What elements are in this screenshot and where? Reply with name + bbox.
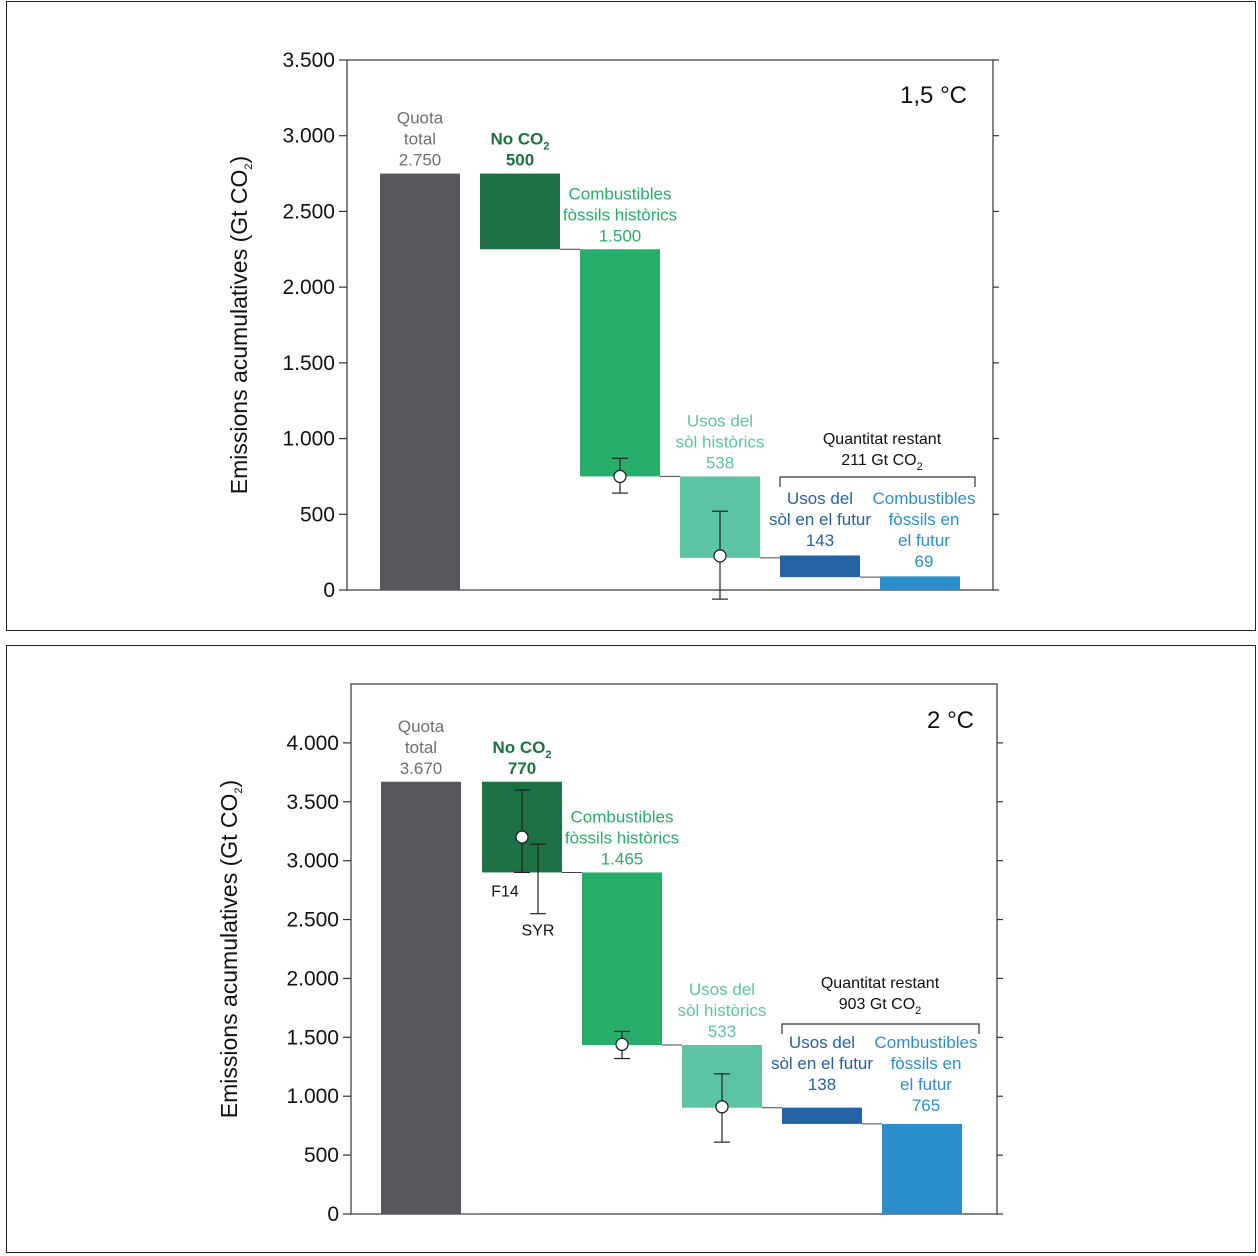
waterfall-bar bbox=[582, 872, 662, 1045]
y-tick-label: 2.000 bbox=[282, 276, 335, 299]
error-center-point bbox=[713, 549, 727, 563]
bar-label-line: 1.465 bbox=[601, 849, 644, 868]
waterfall-bar bbox=[381, 781, 461, 1214]
waterfall-bar bbox=[882, 1123, 962, 1214]
bar-label-line: 500 bbox=[506, 151, 534, 170]
bar-label-line: No CO2 bbox=[490, 130, 549, 153]
y-tick-label: 4.000 bbox=[286, 732, 339, 755]
bar-label-line: 533 bbox=[708, 1022, 736, 1041]
y-tick-label: 3.500 bbox=[286, 791, 339, 814]
bar-label-line: Usos del bbox=[689, 980, 755, 999]
waterfall-bar bbox=[580, 249, 660, 477]
bar-label-line: Combustibles bbox=[571, 807, 674, 826]
scenario-label: 1,5 °C bbox=[900, 82, 967, 109]
error-center-point bbox=[515, 830, 529, 844]
plot-frame bbox=[346, 59, 994, 591]
waterfall-bar bbox=[880, 576, 960, 590]
error-center-point bbox=[615, 1037, 629, 1052]
bar-label-line: 770 bbox=[508, 759, 536, 778]
bar-label-line: sòl en el futur bbox=[769, 510, 871, 529]
y-tick-label: 0 bbox=[327, 1203, 339, 1226]
waterfall-bar bbox=[780, 555, 860, 578]
chart-panel-2-degrees: 0 500 1.000 1.500 2.000 2.500 3.000 3.500 4.000 E… bbox=[6, 645, 1256, 1253]
bar-label-line: fòssils històrics bbox=[563, 205, 677, 224]
bar-label-line: total bbox=[404, 130, 436, 149]
y-tick-label: 1.000 bbox=[286, 1085, 339, 1108]
bar-label-line: sòl en el futur bbox=[771, 1054, 873, 1073]
bar-label-line: Usos del bbox=[687, 411, 753, 430]
waterfall-chart-2-degrees: 0 500 1.000 1.500 2.000 2.500 3.000 3.500 4.000 E… bbox=[216, 683, 1003, 1226]
bar-label-line: Combustibles bbox=[873, 489, 976, 508]
y-tick-label: 3.000 bbox=[282, 125, 335, 148]
y-axis-label: Emissions acumulatives (Gt CO2) bbox=[226, 156, 255, 494]
bar-label-line: total bbox=[405, 738, 437, 757]
bar-label-line: 69 bbox=[915, 552, 934, 571]
waterfall-bar bbox=[380, 173, 460, 591]
remaining-bracket bbox=[779, 476, 976, 487]
bar-label-line: el futur bbox=[900, 1075, 952, 1094]
y-tick-label: 500 bbox=[300, 503, 335, 526]
y-tick-label: 1.500 bbox=[286, 1026, 339, 1049]
remaining-label-line: 211 Gt CO2 bbox=[841, 452, 922, 473]
bar-label-line: 2.750 bbox=[399, 151, 442, 170]
marker-label-syr: SYR bbox=[522, 923, 555, 940]
bar-label-line: Quota bbox=[397, 109, 444, 128]
bar-label-line: fòssils en bbox=[889, 510, 960, 529]
bar-label-line: Usos del bbox=[789, 1033, 855, 1052]
bar-label-line: fòssils en bbox=[891, 1054, 962, 1073]
bar-label-line: 138 bbox=[808, 1075, 836, 1094]
y-tick-label: 3.000 bbox=[286, 850, 339, 873]
chart-panel-1-5-degrees: 0 500 1.000 1.500 2.000 2.500 3.000 3.500 Emissi… bbox=[6, 1, 1256, 631]
error-center-point bbox=[613, 469, 627, 484]
bar-label-line: Usos del bbox=[787, 489, 853, 508]
bar-label-line: Quota bbox=[398, 717, 445, 736]
waterfall-chart-1-5-degrees: 0 500 1.000 1.500 2.000 2.500 3.000 3.500 Emissi… bbox=[226, 49, 999, 602]
y-tick-label: 3.500 bbox=[282, 49, 335, 72]
bar-label-line: Combustibles bbox=[875, 1033, 978, 1052]
bar-label-line: 143 bbox=[806, 531, 834, 550]
waterfall-bar bbox=[480, 173, 560, 250]
remaining-label-line: Quantitat restant bbox=[821, 975, 940, 992]
scenario-label: 2 °C bbox=[927, 707, 974, 734]
bar-label-line: No CO2 bbox=[492, 738, 551, 761]
bar-label-line: fòssils històrics bbox=[565, 828, 679, 847]
y-axis-label: Emissions acumulatives (Gt CO2) bbox=[216, 780, 245, 1118]
y-tick-label: 2.000 bbox=[286, 967, 339, 990]
bar-label-line: el futur bbox=[898, 531, 950, 550]
waterfall-bar bbox=[782, 1107, 862, 1124]
bar-label-line: sòl històrics bbox=[676, 432, 765, 451]
bar-label-line: Combustibles bbox=[569, 184, 672, 203]
y-tick-label: 500 bbox=[304, 1144, 339, 1167]
remaining-label-line: 903 Gt CO2 bbox=[839, 996, 922, 1017]
remaining-label-line: Quantitat restant bbox=[823, 431, 942, 448]
bar-label-line: 765 bbox=[912, 1096, 940, 1115]
bar-label-line: 1.500 bbox=[599, 226, 642, 245]
marker-label-f14: F14 bbox=[491, 883, 519, 900]
y-tick-label: 1.000 bbox=[282, 428, 335, 451]
remaining-bracket bbox=[781, 1023, 980, 1034]
y-tick-label: 1.500 bbox=[282, 352, 335, 375]
y-tick-label: 2.500 bbox=[286, 909, 339, 932]
error-center-point bbox=[715, 1100, 729, 1114]
y-tick-label: 2.500 bbox=[282, 200, 335, 223]
plot-frame bbox=[350, 683, 998, 1215]
bar-label-line: sòl històrics bbox=[678, 1001, 767, 1020]
bar-label-line: 538 bbox=[706, 453, 734, 472]
y-tick-label: 0 bbox=[323, 579, 335, 602]
bar-label-line: 3.670 bbox=[400, 759, 443, 778]
